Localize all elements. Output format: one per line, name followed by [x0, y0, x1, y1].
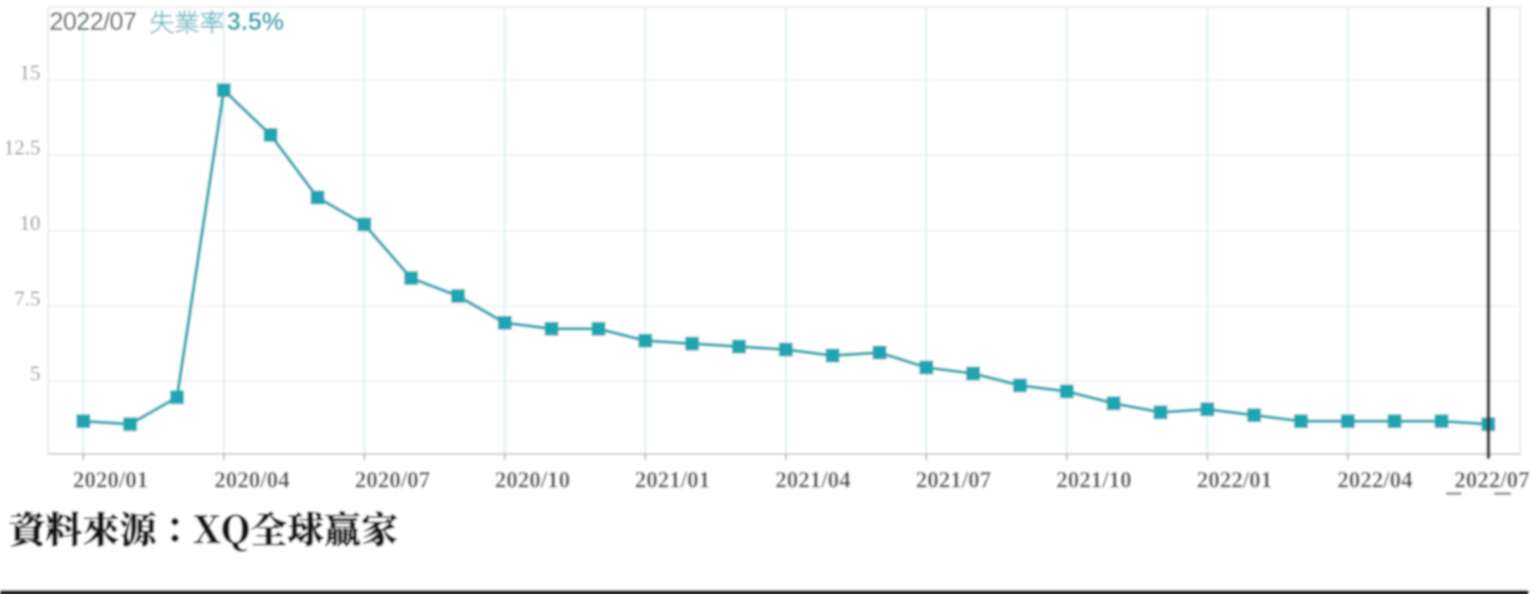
svg-text:2021/01: 2021/01	[635, 468, 710, 493]
svg-text:7.5: 7.5	[14, 286, 40, 310]
svg-text:10: 10	[20, 211, 41, 235]
svg-text:2020/04: 2020/04	[214, 468, 290, 493]
svg-text:2022/04: 2022/04	[1337, 468, 1413, 493]
svg-text:2020/10: 2020/10	[495, 468, 570, 493]
svg-text:2020/07: 2020/07	[355, 468, 430, 493]
svg-text:2022/01: 2022/01	[1197, 468, 1272, 493]
svg-text:5: 5	[30, 362, 41, 386]
svg-text:2022/07: 2022/07	[1454, 468, 1529, 493]
svg-text:2022/07: 2022/07	[50, 8, 137, 36]
svg-text:15: 15	[20, 60, 41, 84]
svg-text:12.5: 12.5	[4, 136, 41, 160]
svg-text:2021/07: 2021/07	[916, 468, 991, 493]
svg-text:2020/01: 2020/01	[73, 468, 148, 493]
svg-text:2021/10: 2021/10	[1056, 468, 1131, 493]
svg-text:3.5%: 3.5%	[227, 8, 284, 36]
svg-text:2021/04: 2021/04	[775, 468, 851, 493]
